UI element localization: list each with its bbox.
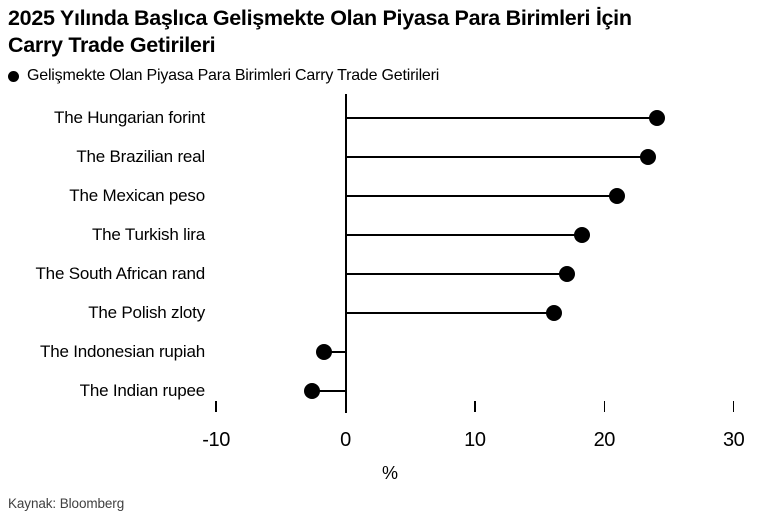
y-axis-line: [344, 94, 347, 413]
lollipop-stem: [311, 390, 346, 392]
lollipop-stem: [345, 117, 658, 119]
x-axis-tick: [474, 401, 476, 412]
data-point-dot: [303, 383, 320, 399]
category-label: The Indonesian rupiah: [40, 342, 205, 361]
category-label: The South African rand: [35, 264, 206, 283]
legend-label: Gelişmekte Olan Piyasa Para Birimleri Ca…: [27, 67, 440, 84]
x-axis-unit-label: %: [381, 463, 398, 483]
x-axis-tick: [732, 401, 735, 412]
chart-title-line-2: Carry Trade Getirileri: [8, 33, 216, 57]
data-point-dot: [649, 110, 666, 126]
category-label: The Indian rupee: [79, 381, 206, 400]
category-label: The Hungarian forint: [54, 108, 205, 127]
data-point-dot: [315, 344, 332, 360]
source-credit: Kaynak: Bloomberg: [8, 496, 125, 511]
data-point-dot: [640, 149, 657, 165]
chart-legend: Gelişmekte Olan Piyasa Para Birimleri Ca…: [8, 67, 439, 85]
x-axis-tick: [603, 401, 606, 412]
x-axis-tick-label: 30: [722, 429, 745, 451]
lollipop-stem: [345, 273, 567, 275]
x-axis-tick-label: 0: [340, 429, 351, 451]
lollipop-stem: [345, 312, 554, 314]
lollipop-stem: [323, 351, 346, 353]
lollipop-stem: [345, 234, 583, 236]
chart-title: 2025 Yılında Başlıca Gelişmekte Olan Piy…: [8, 5, 632, 59]
x-axis-tick: [215, 401, 217, 412]
x-axis-tick-label: -10: [202, 429, 230, 451]
category-label: The Mexican peso: [69, 186, 205, 205]
category-label: The Turkish lira: [91, 225, 205, 244]
chart-title-line-1: 2025 Yılında Başlıca Gelişmekte Olan Piy…: [8, 6, 632, 30]
data-point-dot: [545, 305, 562, 321]
data-point-dot: [574, 227, 591, 243]
x-axis-tick-label: 20: [593, 429, 616, 451]
category-label: The Brazilian real: [76, 147, 205, 166]
category-label: The Polish zloty: [88, 303, 205, 322]
data-point-dot: [609, 188, 626, 204]
data-point-dot: [558, 266, 575, 282]
legend-dot-icon: [8, 70, 19, 82]
lollipop-stem: [345, 156, 649, 158]
lollipop-stem: [345, 195, 618, 197]
x-axis-tick-label: 10: [464, 429, 486, 451]
